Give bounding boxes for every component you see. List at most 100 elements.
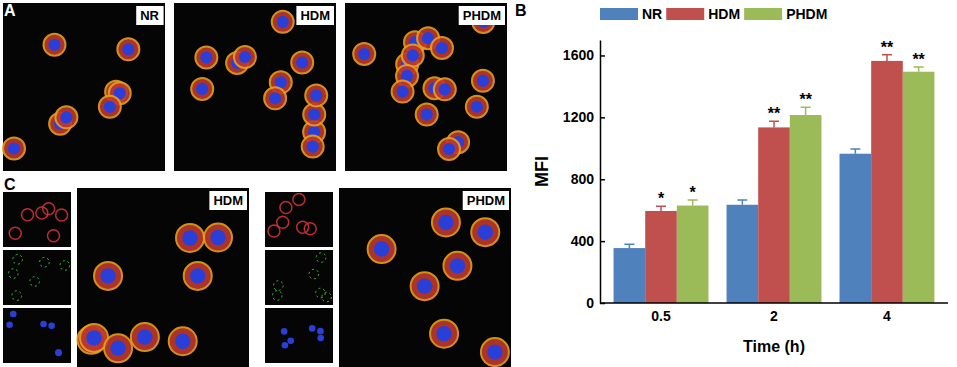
cell [316,253,326,263]
cell [368,235,396,263]
tick-mark [600,117,605,119]
cell [131,323,159,351]
cell [291,52,313,74]
nucleus [269,92,281,104]
cell [471,218,499,246]
bar [790,115,822,303]
tick-label: 4 [883,308,891,324]
nucleus [196,83,208,95]
image-label: PHDM [467,193,505,208]
nucleus [6,321,13,328]
tick-label: 400 [571,233,595,249]
cell [204,224,232,252]
annotation: ** [799,91,812,108]
nucleus [421,109,433,121]
panel-c: HDM PHDM C [3,176,511,367]
bar [758,127,790,303]
cell [36,207,48,219]
micrograph-bg [265,308,333,363]
nucleus [190,268,205,283]
nucleus [309,325,316,332]
nucleus [443,143,455,155]
nucleus [296,56,308,68]
micrograph-bg [174,3,336,171]
legend-label: HDM [708,6,740,22]
nucleus [104,101,116,113]
x-axis: 0.5 2 4 [600,303,948,324]
cell [309,269,319,279]
nucleus [239,51,251,63]
tick: 0.5 [651,303,671,324]
micrograph: HDM [3,180,249,367]
cell [280,202,292,214]
nucleus [8,142,20,154]
cell [272,11,294,33]
x-axis-title: Time (h) [743,338,805,355]
micrograph: NR [3,3,165,171]
micrograph-bg [339,188,511,367]
nucleus [48,323,55,330]
panel-label: C [4,176,16,193]
cell [268,225,280,237]
cell [40,257,50,267]
cell [43,203,55,215]
micrograph-bg [265,250,333,305]
nucleus [110,341,125,356]
panel-a: NRHDMPHDMA [3,2,507,171]
cell [176,224,204,252]
label-strip [77,180,249,188]
cell [430,320,458,348]
tick-label: 0.5 [651,308,671,324]
nucleus [317,335,324,342]
cell [94,262,122,290]
nucleus [282,342,289,349]
legend-label: PHDM [786,6,827,22]
nucleus [175,334,190,349]
nucleus [100,268,115,283]
legend-label: NR [642,6,662,22]
cell [481,338,509,366]
nucleus [439,83,451,95]
nucleus [487,344,502,359]
annotation: ** [881,39,894,56]
cell [392,81,414,103]
bars [614,55,935,303]
bar [645,211,677,303]
tick-label: 1200 [563,109,594,125]
image-label: HDM [300,8,330,23]
axis-line [600,302,948,304]
tick-label: 800 [571,171,595,187]
error-bar [801,107,811,115]
nucleus [307,141,319,153]
micrograph-bg [3,308,71,363]
micrograph-bg [3,3,165,171]
legend: NR HDM PHDM [600,6,827,22]
panel-label: B [515,2,527,19]
nucleus [182,230,197,245]
legend-item: NR [600,6,662,22]
nucleus [210,230,225,245]
cell [302,136,324,158]
cell [353,43,375,65]
nucleus [407,49,419,61]
nucleus [478,224,493,239]
nucleus [450,258,465,273]
nucleus [308,108,320,120]
cell [104,334,132,362]
annotation: * [690,184,697,201]
nucleus [438,215,453,230]
cell [55,106,77,128]
micrograph: PHDM [345,3,507,171]
nucleus [137,329,152,344]
cell [195,46,217,68]
cell [316,288,326,298]
micrograph: HDM [174,3,336,171]
nucleus [281,328,288,335]
tick: 2 [770,303,778,324]
tick-label: 2 [770,308,778,324]
label-strip [339,180,511,188]
nucleus [277,16,289,28]
cell [431,37,453,59]
cell [30,277,40,287]
nucleus [310,89,322,101]
